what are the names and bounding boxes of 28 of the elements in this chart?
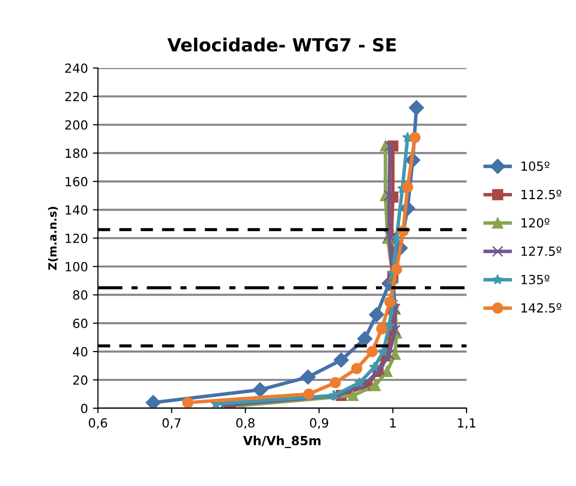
- chart-title: Velocidade- WTG7 - SE: [167, 38, 396, 52]
- y-tick-label: 140: [66, 205, 88, 215]
- y-tick-label: 20: [73, 375, 88, 385]
- x-tick-label: 0,6: [88, 418, 108, 429]
- y-tick-label: 120: [66, 234, 88, 244]
- y-tick-label: 180: [66, 148, 88, 158]
- legend-label: 112.5º: [522, 190, 562, 200]
- x-tick-label: 0,7: [162, 418, 181, 429]
- legend-label: 127.5º: [522, 246, 562, 256]
- y-tick-label: 0: [81, 404, 88, 414]
- legend-label: 120º: [522, 218, 550, 228]
- legend-label: 142.5º: [522, 303, 562, 313]
- x-tick-label: 0,8: [236, 418, 254, 429]
- y-tick-label: 200: [65, 120, 88, 130]
- legend-label: 135º: [522, 274, 550, 284]
- y-axis-title: Z(m.a.n.s): [48, 206, 58, 270]
- y-tick-label: 80: [73, 290, 88, 300]
- y-tick-label: 160: [66, 176, 88, 186]
- x-tick-label: 0,9: [310, 418, 328, 429]
- y-tick-label: 220: [65, 92, 88, 102]
- y-tick-label: 240: [65, 64, 88, 73]
- x-axis-title: Vh/Vh_85m: [243, 436, 320, 448]
- y-tick-label: 100: [66, 262, 88, 272]
- y-tick-label: 40: [72, 347, 88, 356]
- x-tick-label: 1: [390, 418, 396, 428]
- x-tick-label: 1,1: [458, 418, 476, 429]
- y-tick-label: 60: [73, 318, 88, 328]
- legend-label: 105º: [522, 161, 550, 171]
